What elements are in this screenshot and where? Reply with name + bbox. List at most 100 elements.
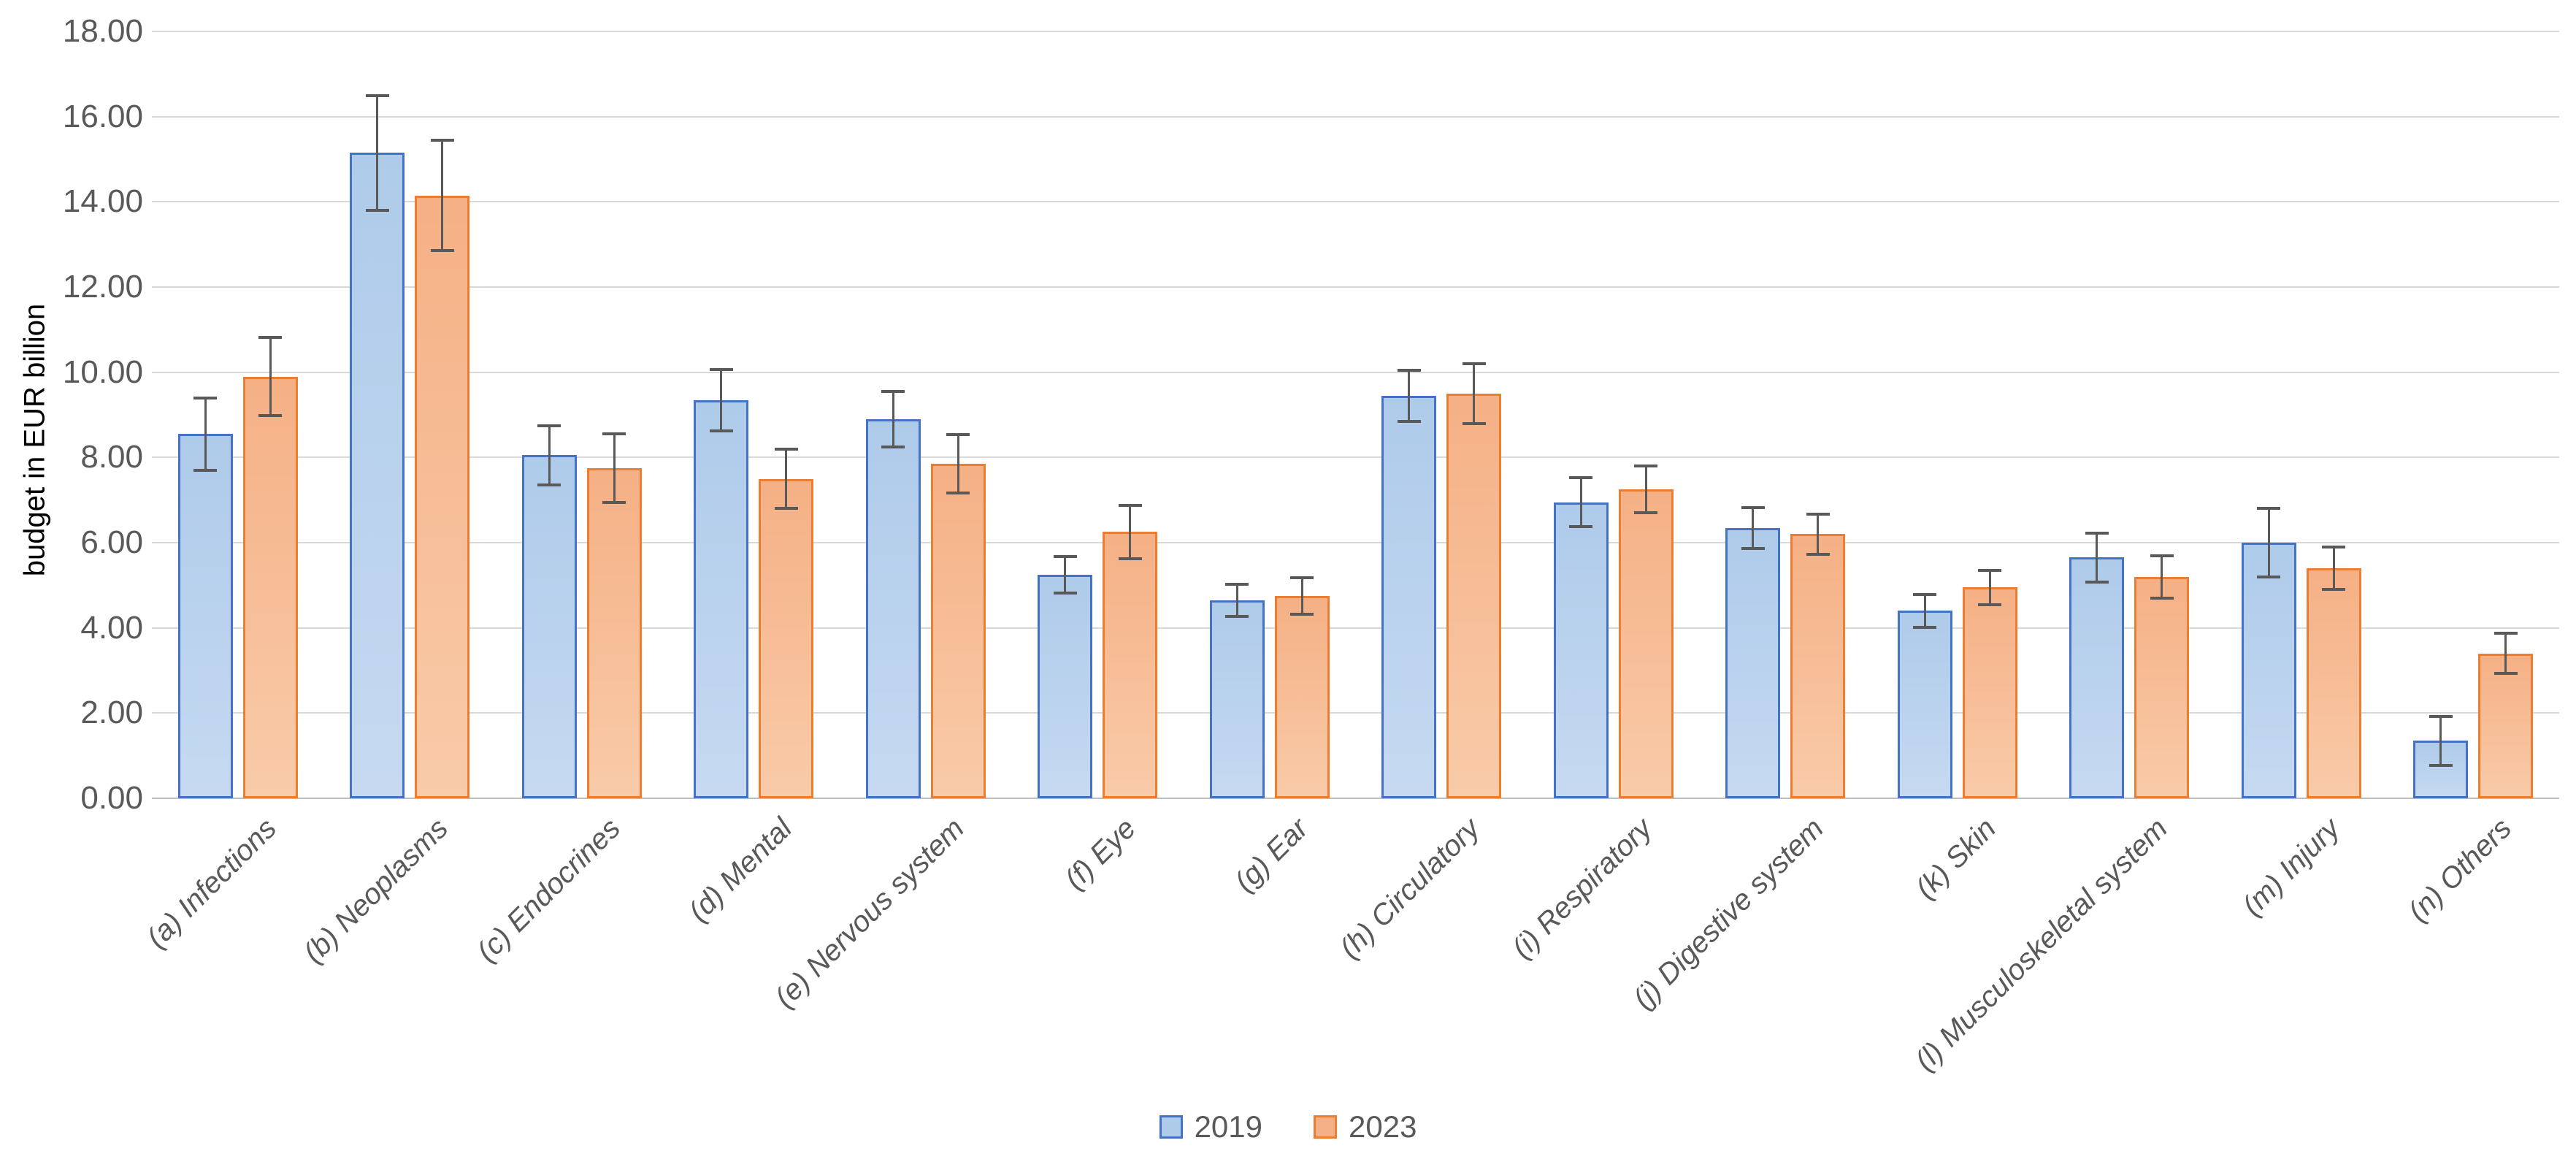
- y-tick-label: 16.00: [62, 98, 143, 134]
- bar-2019-7[interactable]: [1209, 600, 1265, 798]
- error-bar-cap-bottom: [709, 429, 733, 432]
- error-bar: [1817, 513, 1820, 554]
- bar-2023-3[interactable]: [586, 467, 642, 798]
- bar-2023-14[interactable]: [2478, 653, 2534, 798]
- legend-label-2019: 2019: [1194, 1109, 1262, 1144]
- error-bar-cap-bottom: [774, 507, 798, 511]
- bar-2019-11[interactable]: [1897, 611, 1952, 798]
- error-bar-cap-top: [709, 367, 733, 371]
- error-bar: [2267, 508, 2270, 577]
- error-bar: [2504, 633, 2507, 674]
- error-bar: [1408, 370, 1411, 421]
- error-bar: [957, 435, 959, 493]
- error-bar-cap-top: [1806, 512, 1830, 516]
- x-axis-line: [152, 798, 2559, 799]
- bar-2023-11[interactable]: [1962, 587, 2017, 798]
- error-bar: [441, 139, 444, 251]
- bar-2019-5[interactable]: [865, 418, 921, 798]
- y-tick-label: 8.00: [80, 439, 143, 475]
- error-bar: [376, 95, 379, 210]
- error-bar-cap-bottom: [258, 414, 283, 418]
- gridline: [152, 201, 2559, 203]
- legend: 2019 2023: [0, 1112, 2576, 1142]
- legend-item-2023[interactable]: 2023: [1314, 1112, 1417, 1142]
- error-bar-cap-bottom: [1741, 546, 1765, 550]
- bar-2023-12[interactable]: [2134, 576, 2190, 798]
- gridline: [152, 456, 2559, 459]
- error-bar: [1129, 505, 1132, 559]
- legend-item-2019[interactable]: 2019: [1159, 1112, 1262, 1142]
- bar-2023-2[interactable]: [415, 195, 470, 798]
- error-bar-cap-bottom: [2085, 581, 2109, 584]
- error-bar-cap-top: [2429, 715, 2453, 718]
- bar-2023-7[interactable]: [1274, 595, 1330, 798]
- error-bar-cap-bottom: [1225, 614, 1249, 618]
- error-bar-cap-bottom: [2322, 588, 2346, 592]
- error-bar: [1473, 364, 1476, 424]
- bar-2019-10[interactable]: [1725, 527, 1781, 798]
- error-bar-cap-top: [1290, 576, 1314, 579]
- error-bar-cap-top: [2085, 531, 2109, 535]
- error-bar-cap-top: [1569, 476, 1593, 480]
- error-bar-cap-top: [1978, 568, 2002, 572]
- bar-2019-9[interactable]: [1553, 502, 1609, 798]
- error-bar-cap-top: [193, 396, 218, 400]
- error-bar: [720, 369, 723, 431]
- error-bar-cap-bottom: [2493, 672, 2518, 676]
- error-bar-cap-bottom: [193, 468, 218, 472]
- bar-2019-4[interactable]: [694, 400, 749, 798]
- error-bar-cap-bottom: [2150, 596, 2174, 600]
- error-bar-cap-top: [881, 389, 905, 393]
- error-bar-cap-top: [946, 433, 970, 437]
- error-bar-cap-top: [1053, 554, 1077, 558]
- bar-2019-2[interactable]: [350, 153, 405, 798]
- y-tick-label: 12.00: [62, 269, 143, 305]
- bar-2023-4[interactable]: [759, 478, 814, 798]
- bar-2019-3[interactable]: [521, 455, 577, 798]
- bar-2023-1[interactable]: [242, 376, 298, 798]
- error-bar: [1300, 577, 1303, 614]
- y-tick-label: 2.00: [80, 695, 143, 731]
- bar-2023-8[interactable]: [1446, 393, 1502, 798]
- error-bar-cap-top: [774, 447, 798, 451]
- error-bar-cap-top: [1462, 362, 1486, 365]
- error-bar-cap-top: [258, 335, 283, 339]
- error-bar: [1988, 570, 1991, 605]
- error-bar: [2161, 555, 2163, 598]
- error-bar: [2439, 716, 2442, 765]
- bar-2023-10[interactable]: [1790, 534, 1846, 798]
- y-tick-label: 0.00: [80, 780, 143, 816]
- y-tick-label: 6.00: [80, 524, 143, 560]
- bar-2019-12[interactable]: [2069, 557, 2125, 798]
- bar-2019-13[interactable]: [2241, 543, 2296, 798]
- error-bar: [892, 391, 894, 447]
- y-tick-label: 18.00: [62, 13, 143, 49]
- error-bar-cap-bottom: [1978, 603, 2002, 606]
- legend-swatch-2019: [1159, 1115, 1183, 1139]
- bar-2023-9[interactable]: [1618, 489, 1674, 798]
- bar-2019-6[interactable]: [1038, 574, 1093, 798]
- gridline: [152, 712, 2559, 714]
- bar-2019-1[interactable]: [177, 434, 233, 798]
- bar-2023-13[interactable]: [2306, 568, 2361, 798]
- error-bar-cap-bottom: [2257, 575, 2281, 578]
- bar-2023-6[interactable]: [1103, 532, 1158, 798]
- bar-2019-8[interactable]: [1381, 395, 1437, 798]
- error-bar-cap-top: [602, 432, 626, 436]
- error-bar-cap-bottom: [365, 209, 389, 212]
- error-bar-cap-top: [1225, 582, 1249, 586]
- error-bar-cap-bottom: [1290, 613, 1314, 616]
- bar-2023-5[interactable]: [930, 464, 986, 798]
- error-bar: [1923, 595, 1926, 627]
- error-bar: [1235, 584, 1238, 616]
- error-bar-cap-bottom: [2429, 763, 2453, 767]
- error-bar-cap-top: [537, 424, 561, 427]
- y-tick-label: 10.00: [62, 353, 143, 390]
- error-bar: [1579, 478, 1582, 527]
- error-bar-cap-bottom: [1118, 557, 1142, 561]
- error-bar-cap-bottom: [881, 445, 905, 448]
- legend-label-2023: 2023: [1349, 1109, 1417, 1144]
- error-bar: [1752, 507, 1755, 548]
